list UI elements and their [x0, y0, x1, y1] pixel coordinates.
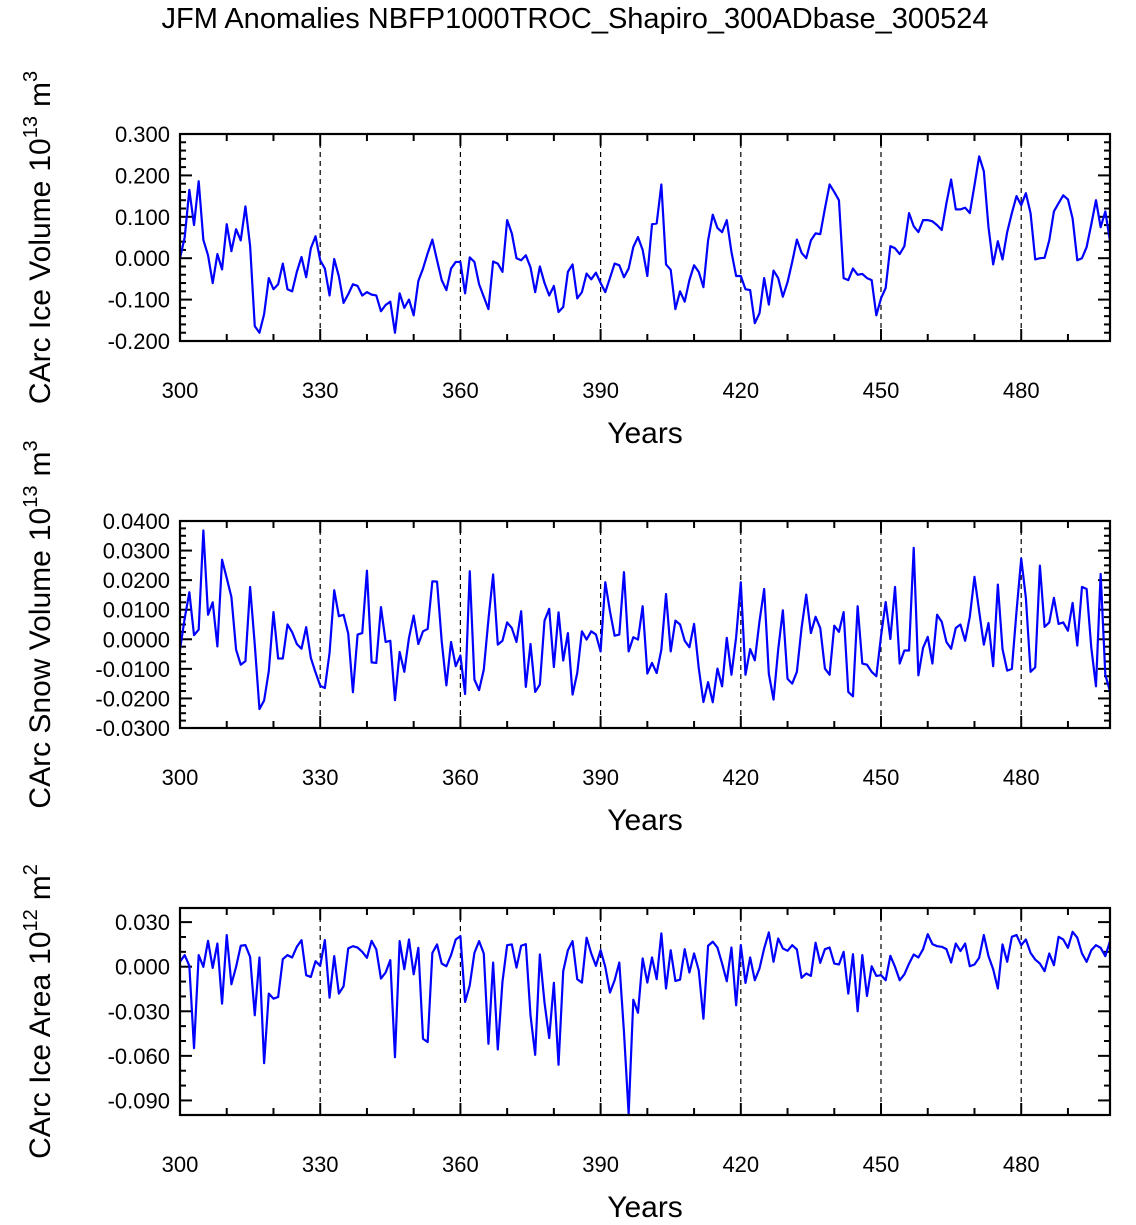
y-axis-title-name: CArc Ice Volume	[24, 181, 57, 404]
panel-3: 0.030 0.000 -0.030 -0.060 -0.090 300 330 360 390…	[20, 864, 1112, 1224]
y-axis-title-base: 10	[24, 138, 57, 171]
x-tick-label: 480	[1003, 378, 1040, 403]
x-tick-label: 450	[863, 1152, 900, 1177]
x-tick-label: 360	[442, 1152, 479, 1177]
y-tick-label: 0.100	[115, 205, 170, 230]
y-tick-label: -0.200	[108, 329, 170, 354]
x-tick-label: 480	[1003, 765, 1040, 790]
y-tick-label: 0.0200	[103, 568, 170, 593]
x-tick-label: 450	[863, 765, 900, 790]
series-line	[179, 930, 1112, 1116]
x-tick-label: 300	[162, 378, 199, 403]
y-tick-label: -0.100	[108, 288, 170, 313]
x-tick-label: 390	[582, 378, 619, 403]
y-axis-title-unit: m	[24, 875, 57, 900]
y-tick-label: -0.0300	[95, 716, 170, 741]
panel-1: 0.300 0.200 0.100 0.000 -0.100 -0.200 300 330 36…	[20, 71, 1112, 450]
x-axis-title: Years	[607, 1191, 683, 1224]
y-tick-label: -0.0200	[95, 686, 170, 711]
y-axis-title-unit-exponent: 2	[20, 864, 42, 875]
y-tick-label: -0.030	[108, 999, 170, 1024]
y-axis-title-unit: m	[24, 452, 57, 477]
y-axis-title: CArc Ice Area 1012 m2	[20, 864, 57, 1159]
x-tick-label: 360	[442, 378, 479, 403]
plot-frame	[178, 519, 1112, 730]
y-tick-label: 0.200	[115, 163, 170, 188]
y-tick-label: -0.060	[108, 1044, 170, 1069]
x-tick-label: 420	[722, 1152, 759, 1177]
y-axis-title-name: CArc Ice Area	[24, 974, 57, 1159]
y-tick-label: 0.0300	[103, 539, 170, 564]
x-tick-label: 300	[162, 1152, 199, 1177]
y-axis-title-unit: m	[24, 82, 57, 107]
series-line	[178, 155, 1112, 334]
y-tick-label: 0.000	[115, 955, 170, 980]
y-tick-label: 0.0400	[103, 509, 170, 534]
x-tick-label: 330	[302, 765, 339, 790]
y-axis-title-exponent: 12	[20, 909, 42, 931]
x-axis-title: Years	[607, 804, 683, 837]
y-tick-label: 0.0100	[103, 598, 170, 623]
x-tick-label: 450	[863, 378, 900, 403]
series-line	[178, 529, 1112, 711]
y-tick-label: 0.030	[115, 910, 170, 935]
x-axis-title: Years	[607, 417, 683, 450]
y-tick-label: -0.090	[108, 1088, 170, 1113]
x-tick-label: 420	[722, 765, 759, 790]
figure-title: JFM Anomalies NBFP1000TROC_Shapiro_300AD…	[162, 3, 989, 35]
y-tick-label: 0.000	[115, 246, 170, 271]
x-tick-label: 480	[1003, 1152, 1040, 1177]
x-tick-label: 390	[582, 1152, 619, 1177]
plot-frame	[178, 132, 1112, 343]
panel-2: 0.0400 0.0300 0.0200 0.0100 0.0000 -0.0100 -0.…	[20, 440, 1112, 837]
y-axis-title: CArc Snow Volume 1013 m3	[20, 440, 57, 808]
y-axis-title-name: CArc Snow Volume	[24, 550, 57, 808]
x-tick-label: 420	[722, 378, 759, 403]
y-axis-title-exponent: 13	[20, 116, 42, 138]
y-axis-title-base: 10	[24, 931, 57, 964]
y-axis-title: CArc Ice Volume 1013 m3	[20, 71, 57, 404]
plot-frame	[178, 906, 1112, 1117]
y-tick-label: 0.0000	[103, 627, 170, 652]
x-tick-label: 330	[302, 378, 339, 403]
x-tick-label: 360	[442, 765, 479, 790]
y-tick-label: 0.300	[115, 122, 170, 147]
y-axis-title-base: 10	[24, 508, 57, 541]
y-axis-title-unit-exponent: 3	[20, 71, 42, 82]
y-axis-title-unit-exponent: 3	[20, 440, 42, 451]
x-tick-label: 330	[302, 1152, 339, 1177]
x-tick-label: 300	[162, 765, 199, 790]
y-tick-label: -0.0100	[95, 657, 170, 682]
y-axis-title-exponent: 13	[20, 486, 42, 508]
x-tick-label: 390	[582, 765, 619, 790]
